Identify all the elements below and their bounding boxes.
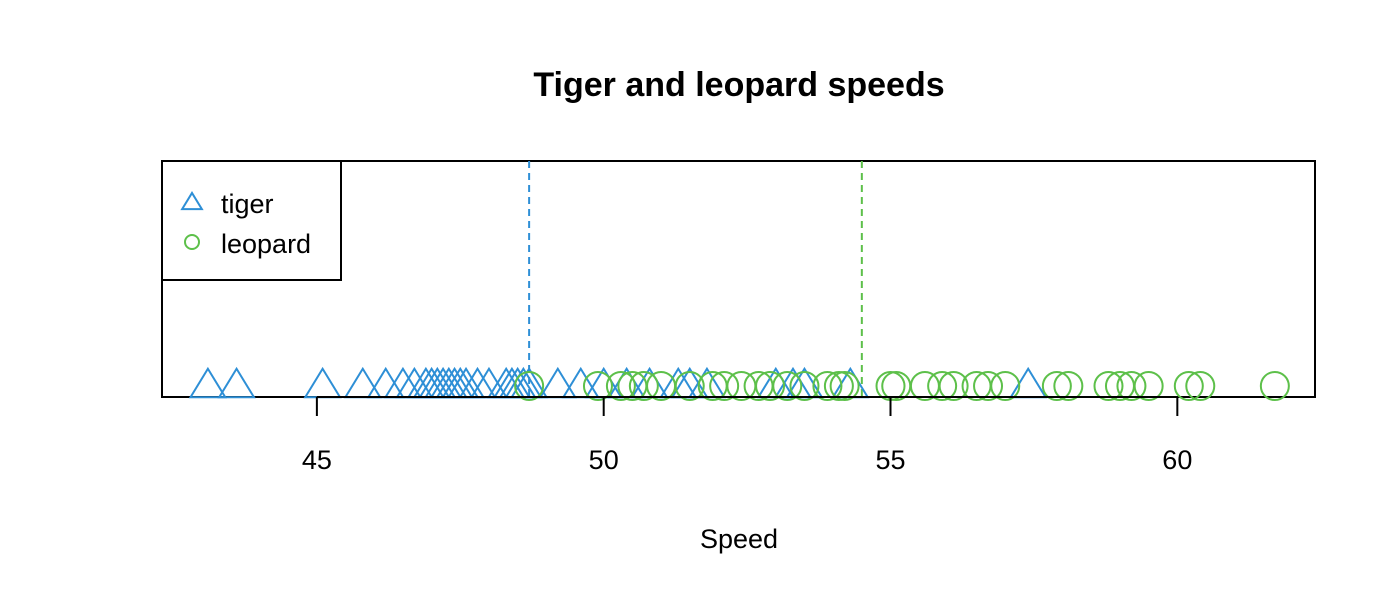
- point-tiger: [303, 366, 342, 399]
- point-leopard: [789, 371, 820, 401]
- point-leopard: [772, 371, 803, 401]
- point-tiger: [418, 366, 457, 399]
- point-leopard: [990, 371, 1021, 401]
- point-leopard: [1104, 371, 1135, 401]
- point-tiger: [538, 366, 577, 399]
- point-tiger: [458, 366, 497, 399]
- point-leopard: [1053, 371, 1084, 401]
- point-leopard: [1185, 371, 1216, 401]
- point-tiger: [435, 366, 474, 399]
- x-tick-label: 55: [875, 445, 905, 475]
- point-leopard: [582, 371, 613, 401]
- point-leopard: [1116, 371, 1147, 401]
- point-leopard: [726, 371, 757, 401]
- point-tiger: [429, 366, 468, 399]
- point-leopard: [875, 371, 906, 401]
- point-leopard: [973, 371, 1004, 401]
- point-leopard: [1259, 371, 1290, 401]
- point-leopard: [628, 371, 659, 401]
- legend-label-leopard: leopard: [221, 229, 311, 259]
- x-tick-label: 45: [302, 445, 332, 475]
- point-tiger: [441, 366, 480, 399]
- point-tiger: [446, 366, 486, 399]
- x-axis: 45 50 55 60: [302, 396, 1192, 475]
- mean-lines: [528, 161, 863, 397]
- point-leopard: [938, 371, 969, 401]
- point-leopard: [823, 371, 854, 401]
- point-tiger: [1009, 366, 1048, 399]
- point-tiger: [412, 366, 451, 399]
- point-tiger: [423, 366, 463, 399]
- point-leopard: [674, 371, 705, 401]
- point-tiger: [406, 366, 446, 399]
- point-tiger: [366, 366, 405, 399]
- point-leopard: [812, 371, 843, 401]
- point-leopard: [1133, 371, 1164, 401]
- point-leopard: [709, 371, 740, 401]
- point-tiger: [383, 366, 423, 399]
- point-leopard: [1041, 371, 1072, 401]
- x-tick-label: 50: [589, 445, 619, 475]
- x-axis-label: Speed: [700, 524, 778, 554]
- legend-marker-leopard: [184, 234, 200, 250]
- point-leopard: [881, 371, 912, 401]
- point-leopard: [1173, 371, 1204, 401]
- point-tiger: [217, 366, 256, 399]
- point-tiger: [395, 366, 434, 399]
- point-leopard: [1093, 371, 1124, 401]
- point-tiger: [188, 366, 228, 399]
- legend: tiger leopard: [161, 160, 342, 281]
- point-leopard: [927, 371, 958, 401]
- point-leopard: [514, 371, 545, 401]
- x-tick-label: 60: [1162, 445, 1192, 475]
- legend-box: [161, 160, 342, 281]
- legend-marker-tiger: [180, 191, 204, 211]
- legend-label-tiger: tiger: [221, 189, 274, 219]
- point-leopard: [605, 371, 636, 401]
- point-tiger: [469, 366, 509, 399]
- chart-title: Tiger and leopard speeds: [533, 66, 944, 104]
- point-leopard: [829, 371, 860, 401]
- point-leopard: [909, 371, 940, 401]
- point-leopard: [755, 371, 786, 401]
- data-points: [188, 366, 1290, 401]
- point-tiger: [486, 366, 526, 399]
- point-tiger: [343, 366, 382, 399]
